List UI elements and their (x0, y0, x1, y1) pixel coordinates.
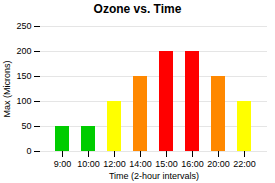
svg-text:9:00: 9:00 (54, 159, 72, 169)
svg-text:0: 0 (26, 146, 31, 156)
svg-text:Max (Microns): Max (Microns) (2, 60, 12, 117)
svg-text:50: 50 (21, 121, 31, 131)
svg-text:250: 250 (16, 21, 31, 31)
svg-text:10:00: 10:00 (77, 159, 100, 169)
svg-text:14:00: 14:00 (129, 159, 152, 169)
svg-text:15:00: 15:00 (155, 159, 178, 169)
svg-text:22:00: 22:00 (233, 159, 256, 169)
svg-text:200: 200 (16, 46, 31, 56)
html-text:Ozone vs. Time: Ozone vs. Time (93, 2, 182, 16)
svg-text:20:00: 20:00 (207, 159, 230, 169)
svg-text:16:00: 16:00 (181, 159, 204, 169)
svg-text:Time (2-hour intervals): Time (2-hour intervals) (109, 171, 199, 181)
svg-text:12:00: 12:00 (103, 159, 126, 169)
svg-text:150: 150 (16, 71, 31, 81)
svg-text:100: 100 (16, 96, 31, 106)
